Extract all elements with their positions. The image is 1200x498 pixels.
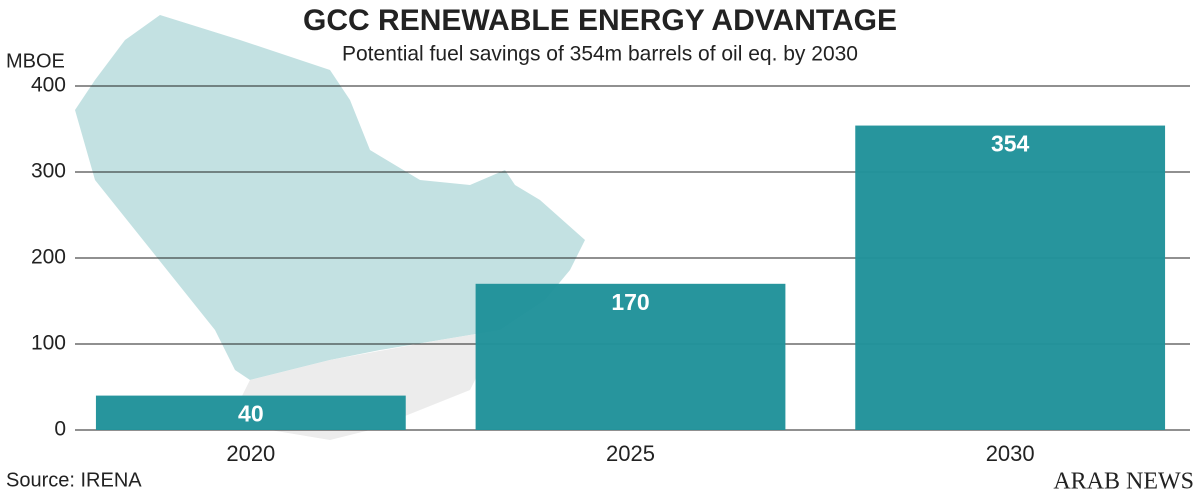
brand-logo: ARAB NEWS	[1053, 469, 1194, 495]
source: Source: IRENA	[6, 469, 142, 491]
value-label: 170	[611, 289, 649, 315]
bar	[95, 395, 406, 430]
y-tick-label: 300	[31, 160, 66, 183]
x-tick-label: 2025	[606, 441, 655, 466]
y-tick-label: 100	[31, 332, 66, 355]
map-land	[75, 15, 585, 380]
bar	[475, 283, 786, 430]
bar	[855, 125, 1166, 430]
x-tick-label: 2020	[226, 441, 275, 466]
value-label: 40	[238, 401, 264, 427]
value-label: 354	[991, 131, 1030, 157]
y-tick-label: 400	[31, 74, 66, 97]
chart-subtitle: Potential fuel savings of 354m barrels o…	[342, 43, 858, 66]
y-axis-label: MBOE	[6, 50, 65, 72]
chart-title: GCC RENEWABLE ENERGY ADVANTAGE	[303, 4, 897, 37]
y-tick-label: 200	[31, 246, 66, 269]
x-tick-label: 2030	[986, 441, 1035, 466]
y-tick-label: 0	[54, 418, 66, 441]
